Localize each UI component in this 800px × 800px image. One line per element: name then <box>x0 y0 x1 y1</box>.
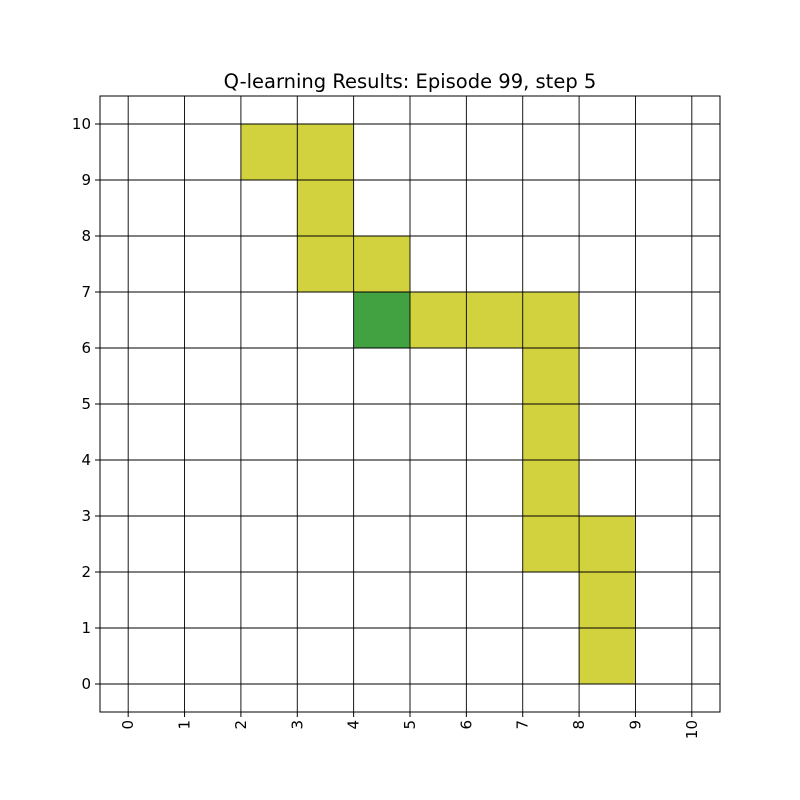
path-cell <box>579 516 636 572</box>
path-cell <box>522 348 580 404</box>
path-cell <box>466 292 523 348</box>
x-tick-label: 2 <box>232 720 250 730</box>
path-cell <box>297 236 354 292</box>
path-cell <box>240 124 298 180</box>
x-tick-label: 5 <box>401 720 419 730</box>
path-cell <box>297 180 354 236</box>
path-cell <box>522 460 580 516</box>
x-tick-label: 6 <box>457 720 475 730</box>
y-tick-label: 8 <box>81 227 91 245</box>
path-cell <box>522 292 580 348</box>
y-tick-label: 2 <box>81 563 91 581</box>
x-tick-label: 8 <box>570 720 588 730</box>
y-tick-label: 7 <box>81 283 91 301</box>
x-tick-label: 10 <box>683 720 701 739</box>
path-cell <box>297 124 354 180</box>
path-cell <box>410 292 467 348</box>
path-cell <box>522 516 580 572</box>
current-cell <box>353 292 410 348</box>
x-tick-label: 7 <box>514 720 532 730</box>
y-tick-label: 10 <box>72 115 91 133</box>
path-cell <box>579 628 636 684</box>
cells-layer <box>240 124 636 684</box>
y-axis: 0 1 2 3 4 5 6 7 8 9 10 <box>72 115 100 693</box>
x-axis: 0 1 2 3 4 5 6 7 8 9 10 <box>119 712 701 739</box>
y-tick-label: 5 <box>81 395 91 413</box>
y-tick-label: 9 <box>81 171 91 189</box>
x-tick-label: 1 <box>176 720 194 730</box>
y-tick-label: 0 <box>81 675 91 693</box>
y-tick-label: 1 <box>81 619 91 637</box>
x-tick-label: 0 <box>119 720 137 730</box>
x-tick-label: 4 <box>345 720 363 730</box>
path-cell <box>522 404 580 460</box>
x-tick-label: 9 <box>626 720 644 730</box>
y-tick-label: 3 <box>81 507 91 525</box>
path-cell <box>579 572 636 628</box>
chart-title: Q-learning Results: Episode 99, step 5 <box>224 70 597 93</box>
y-tick-label: 6 <box>81 339 91 357</box>
path-cell <box>353 236 410 292</box>
y-tick-label: 4 <box>81 451 91 469</box>
x-tick-label: 3 <box>288 720 306 730</box>
grid-layer <box>100 96 720 712</box>
